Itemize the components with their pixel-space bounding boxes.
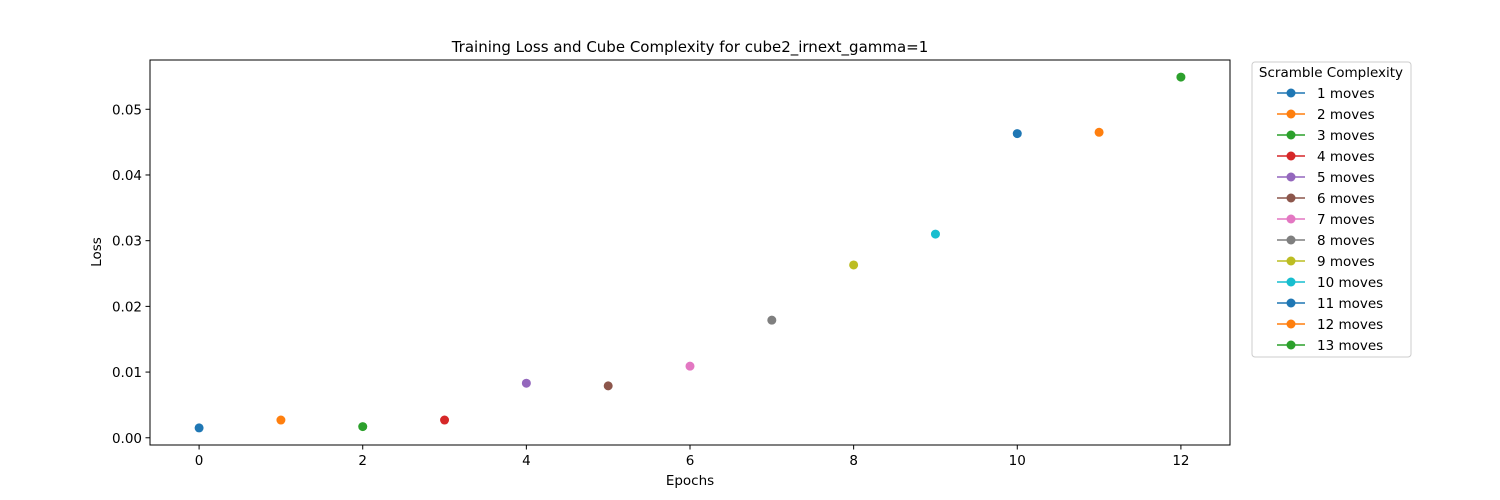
legend-entries: 1 moves 2 moves 3 moves 4 moves 5 moves 6 mov… (1277, 86, 1383, 354)
legend-marker (1286, 151, 1296, 161)
data-point-series-9 (849, 260, 859, 270)
legend-entry-label: 9 moves (1317, 254, 1375, 270)
x-tick-label: 10 (1009, 453, 1026, 469)
legend-entry-label: 13 moves (1317, 338, 1383, 354)
y-axis: 0.00 0.01 0.02 0.03 0.04 0.05 (112, 102, 150, 447)
x-axis-label: Epochs (666, 473, 714, 489)
data-point-series-1 (194, 423, 204, 433)
y-tick-label: 0.00 (112, 431, 142, 447)
legend-marker (1286, 277, 1296, 287)
legend-marker (1286, 130, 1296, 140)
y-tick-label: 0.05 (112, 102, 142, 118)
legend-title: Scramble Complexity (1259, 65, 1403, 81)
data-point-series-11 (1012, 129, 1022, 139)
legend-marker (1286, 109, 1296, 119)
y-axis-label: Loss (89, 237, 105, 267)
legend-marker (1286, 298, 1296, 308)
legend-entry-label: 3 moves (1317, 128, 1375, 144)
data-point-series-13 (1176, 72, 1186, 82)
data-point-series-4 (440, 415, 450, 425)
legend-entry-label: 12 moves (1317, 317, 1383, 333)
legend-marker (1286, 172, 1296, 182)
legend-marker (1286, 235, 1296, 245)
legend-marker (1286, 340, 1296, 350)
y-tick-label: 0.01 (112, 365, 142, 381)
legend-marker (1286, 214, 1296, 224)
chart-title: Training Loss and Cube Complexity for cu… (451, 38, 929, 57)
y-tick-label: 0.04 (112, 168, 142, 184)
legend-entry-label: 8 moves (1317, 233, 1375, 249)
y-tick-label: 0.03 (112, 234, 142, 250)
x-tick-label: 4 (522, 453, 531, 469)
legend-marker (1286, 319, 1296, 329)
data-point-series-2 (276, 415, 286, 425)
legend-entry-label: 1 moves (1317, 86, 1375, 102)
legend: Scramble Complexity 1 moves 2 moves 3 move… (1251, 61, 1412, 358)
x-tick-label: 8 (849, 453, 858, 469)
legend-entry-label: 5 moves (1317, 170, 1375, 186)
legend-marker (1286, 88, 1296, 98)
legend-entry-label: 10 moves (1317, 275, 1383, 291)
y-tick-label: 0.02 (112, 299, 142, 315)
x-tick-label: 12 (1172, 453, 1189, 469)
legend-entry-label: 4 moves (1317, 149, 1375, 165)
data-point-series-3 (358, 422, 368, 432)
legend-entry-label: 6 moves (1317, 191, 1375, 207)
data-point-series-10 (930, 229, 940, 239)
data-point-series-5 (521, 378, 531, 388)
x-tick-label: 2 (358, 453, 367, 469)
data-points (194, 72, 1186, 433)
legend-marker (1286, 193, 1296, 203)
x-axis: 0 2 4 6 8 10 12 (195, 445, 1190, 469)
legend-entry-label: 2 moves (1317, 107, 1375, 123)
data-point-series-12 (1094, 127, 1104, 137)
data-point-series-8 (767, 315, 777, 325)
legend-entry-label: 11 moves (1317, 296, 1383, 312)
data-point-series-6 (603, 381, 613, 391)
x-tick-label: 0 (195, 453, 204, 469)
legend-marker (1286, 256, 1296, 266)
legend-entry-label: 7 moves (1317, 212, 1375, 228)
x-tick-label: 6 (686, 453, 695, 469)
data-point-series-7 (685, 361, 695, 371)
